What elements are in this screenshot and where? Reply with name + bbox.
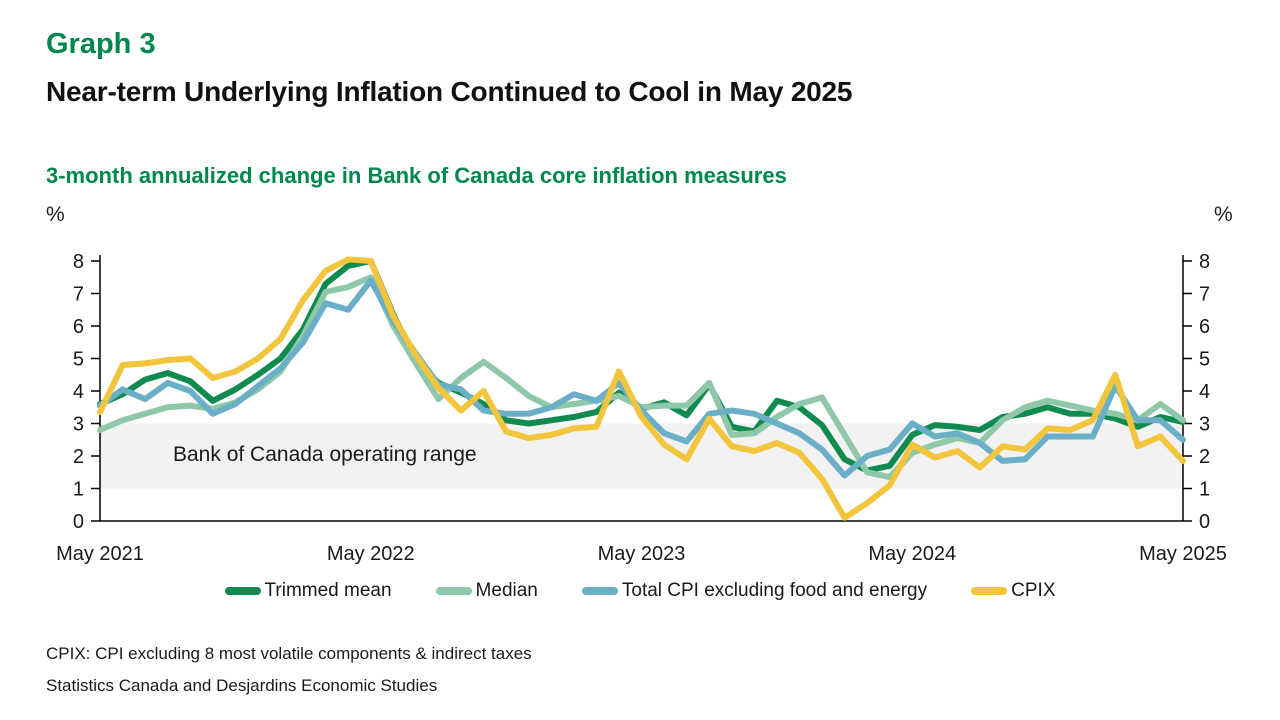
legend-swatch — [971, 587, 1008, 595]
legend-item-trimmed-mean: Trimmed mean — [224, 580, 392, 602]
legend-label: Median — [475, 580, 538, 601]
legend-item-total-cpi-excluding-food-and-energy: Total CPI excluding food and energy — [581, 580, 928, 602]
y-tick-label-left: 6 — [73, 316, 84, 338]
y-tick-label-left: 2 — [73, 446, 84, 468]
y-tick-label-right: 5 — [1199, 349, 1210, 371]
y-axis-unit-right: % — [1214, 203, 1233, 226]
y-tick-label-right: 7 — [1199, 284, 1210, 306]
page-title: Near-term Underlying Inflation Continued… — [46, 76, 853, 107]
y-tick-label-right: 1 — [1199, 479, 1210, 501]
legend-swatch — [581, 587, 618, 595]
y-tick-label-right: 8 — [1199, 251, 1210, 273]
y-tick-label-left: 8 — [73, 251, 84, 273]
footnote-source: Statistics Canada and Desjardins Economi… — [46, 676, 438, 695]
operating-range-band — [100, 423, 1183, 489]
operating-range-label: Bank of Canada operating range — [173, 443, 477, 466]
legend-label: Total CPI excluding food and energy — [621, 580, 928, 601]
legend-item-cpix: CPIX — [971, 580, 1056, 602]
legend-swatch — [224, 587, 261, 595]
y-tick-label-right: 0 — [1199, 511, 1210, 533]
x-tick-label: May 2021 — [56, 543, 144, 565]
legend-swatch — [435, 587, 472, 595]
y-tick-label-right: 3 — [1199, 414, 1210, 436]
legend-label: CPIX — [1011, 580, 1056, 601]
y-tick-label-left: 1 — [73, 479, 84, 501]
legend-label: Trimmed mean — [264, 580, 392, 601]
x-tick-label: May 2022 — [327, 543, 415, 565]
y-tick-label-left: 7 — [73, 284, 84, 306]
legend-item-median: Median — [435, 580, 538, 602]
y-tick-label-right: 6 — [1199, 316, 1210, 338]
y-tick-label-left: 0 — [73, 511, 84, 533]
legend: Trimmed mean Median Total CPI excluding fo… — [0, 580, 1280, 602]
y-tick-label-right: 4 — [1199, 381, 1210, 403]
x-tick-label: May 2024 — [868, 543, 956, 565]
footnote-definition: CPIX: CPI excluding 8 most volatile comp… — [46, 644, 532, 663]
y-tick-label-left: 4 — [73, 381, 84, 403]
y-tick-label-left: 5 — [73, 349, 84, 371]
series-line-cpix — [97, 256, 1186, 521]
y-tick-label-right: 2 — [1199, 446, 1210, 468]
x-tick-label: May 2023 — [598, 543, 686, 565]
y-tick-label-left: 3 — [73, 414, 84, 436]
chart-subtitle: 3-month annualized change in Bank of Can… — [46, 163, 787, 188]
x-tick-label: May 2025 — [1139, 543, 1227, 565]
graph-number: Graph 3 — [46, 28, 156, 60]
y-axis-unit-left: % — [46, 203, 65, 226]
